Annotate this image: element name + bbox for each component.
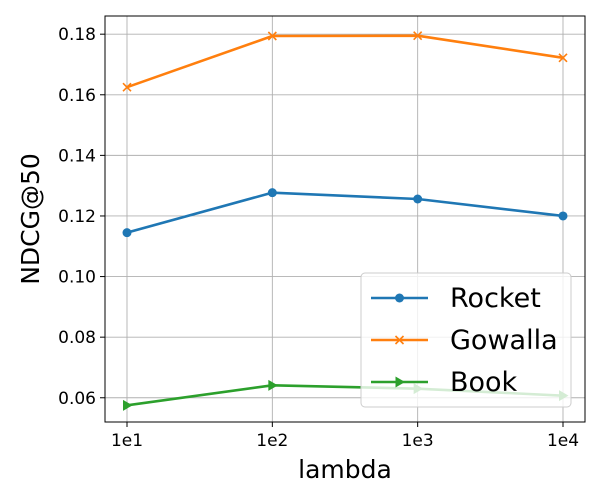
series-rocket xyxy=(122,188,568,238)
plot-frame xyxy=(104,15,586,423)
x-axis-ticks: 1e1 1e2 1e3 1e4 xyxy=(111,422,579,451)
y-tick-label: 0.14 xyxy=(58,146,96,166)
data-point xyxy=(267,188,277,198)
legend-label: Rocket xyxy=(450,283,541,314)
y-tick-label: 0.10 xyxy=(58,268,96,288)
legend-swatch-marker xyxy=(395,376,405,388)
y-tick-label: 0.16 xyxy=(58,86,96,106)
grid-lines xyxy=(105,16,585,422)
legend: Rocket Gowalla Book xyxy=(360,272,572,408)
data-point xyxy=(123,399,133,411)
y-tick-label: 0.06 xyxy=(58,389,96,409)
data-point xyxy=(122,228,132,238)
legend-entry-book: Book xyxy=(371,367,518,398)
series-gowalla xyxy=(122,31,568,92)
y-tick-label: 0.08 xyxy=(58,328,96,348)
legend-label: Gowalla xyxy=(450,325,558,356)
x-tick-label: 1e2 xyxy=(256,431,288,451)
data-point xyxy=(267,31,277,41)
x-tick-label: 1e3 xyxy=(402,431,434,451)
x-tick-label: 1e4 xyxy=(547,431,579,451)
legend-entry-gowalla: Gowalla xyxy=(371,325,558,356)
series-line xyxy=(126,191,564,234)
data-point xyxy=(558,211,568,221)
legend-box xyxy=(360,272,572,408)
legend-label: Book xyxy=(450,367,518,398)
series-line xyxy=(126,34,564,89)
y-tick-label: 0.12 xyxy=(58,207,96,227)
y-axis-label: NDCG@50 xyxy=(16,153,45,285)
legend-swatch-marker xyxy=(394,335,405,345)
data-point xyxy=(268,379,278,391)
x-axis-label: lambda xyxy=(298,455,392,484)
x-tick-label: 1e1 xyxy=(111,431,143,451)
y-tick-label: 0.18 xyxy=(58,25,96,45)
data-point xyxy=(122,82,132,92)
data-point xyxy=(558,53,568,63)
y-axis-ticks: 0.06 0.08 0.10 0.12 0.14 0.16 0.18 xyxy=(58,25,105,409)
legend-entry-rocket: Rocket xyxy=(371,283,541,314)
legend-swatch-marker xyxy=(395,293,404,303)
data-point xyxy=(413,31,423,41)
data-point xyxy=(413,194,423,204)
